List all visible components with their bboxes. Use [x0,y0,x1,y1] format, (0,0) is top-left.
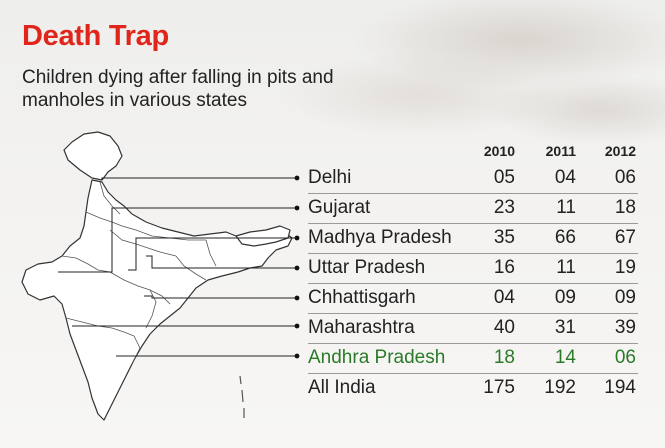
row-label: Madhya Pradesh [308,227,452,248]
page-subtitle: Children dying after falling in pits and… [22,67,334,111]
row-value-2010: 05 [493,167,515,188]
row-value-2012: 09 [614,287,636,308]
row-value-2010: 18 [493,347,515,368]
row-label: Gujarat [308,197,371,218]
row-label: Andhra Pradesh [308,347,446,368]
table-row: Andhra Pradesh 18 14 06 [308,344,638,374]
leader-lines [58,177,297,357]
row-value-2012: 18 [614,197,636,218]
row-divider [308,223,638,224]
table-row: All India 175 192 194 [308,374,638,404]
india-outline [21,131,293,421]
row-value-2010: 175 [483,377,515,398]
row-value-2011: 14 [554,347,576,368]
row-value-2012: 06 [614,347,636,368]
row-value-2011: 192 [544,377,576,398]
row-label: Chhattisgarh [308,287,416,308]
row-value-2011: 11 [556,257,576,278]
row-value-2012: 194 [604,377,636,398]
column-header-2010: 2010 [483,143,515,159]
row-value-2012: 67 [614,227,636,248]
row-label: Maharashtra [308,317,415,338]
row-value-2010: 40 [493,317,515,338]
islands [239,375,245,418]
table-row: Uttar Pradesh 16 11 19 [308,254,638,284]
row-value-2012: 06 [614,167,636,188]
leader-dots [294,175,300,359]
column-header-2011: 2011 [545,143,576,159]
row-value-2011: 04 [554,167,576,188]
page-title: Death Trap [22,20,169,52]
row-value-2010: 04 [493,287,515,308]
row-value-2012: 39 [614,317,636,338]
table-row: Gujarat 23 11 18 [308,194,638,224]
row-label: Delhi [308,167,352,188]
state-borders [61,181,217,365]
row-value-2010: 23 [493,197,515,218]
row-divider [308,373,638,374]
row-value-2011: 11 [556,197,576,218]
row-divider [308,253,638,254]
table-row: Chhattisgarh 04 09 09 [308,284,638,314]
row-value-2011: 09 [554,287,576,308]
row-value-2012: 19 [614,257,636,278]
row-label: All India [308,377,376,398]
row-divider [308,193,638,194]
table-row: Maharashtra 40 31 39 [308,314,638,344]
table-row: Delhi 05 04 06 [308,164,638,194]
row-value-2010: 35 [493,227,515,248]
row-label: Uttar Pradesh [308,257,426,278]
column-header-2012: 2012 [604,143,636,159]
row-value-2010: 16 [493,257,515,278]
row-divider [308,343,638,344]
table-row: Madhya Pradesh 35 66 67 [308,224,638,254]
row-value-2011: 66 [554,227,576,248]
row-divider [308,313,638,314]
row-value-2011: 31 [554,317,576,338]
row-divider [308,283,638,284]
